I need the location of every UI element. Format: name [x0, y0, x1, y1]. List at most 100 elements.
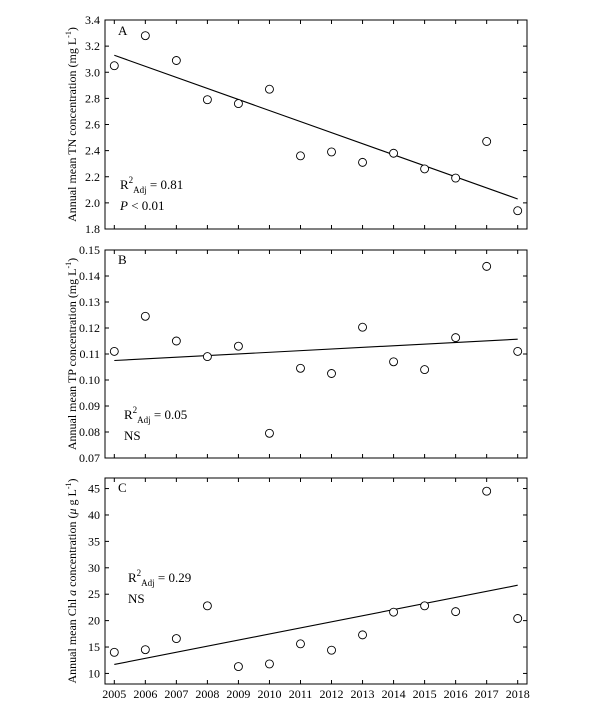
x-tick-label: 2013 — [351, 687, 375, 701]
r-squared-annotation: R2Adj = 0.81 — [120, 175, 183, 195]
x-tick-label: 2012 — [320, 687, 344, 701]
y-tick-label: 2.8 — [85, 91, 100, 105]
y-tick-label: 40 — [88, 508, 100, 522]
x-tick-label: 2008 — [195, 687, 219, 701]
data-point — [296, 151, 305, 161]
data-point — [358, 157, 367, 167]
y-tick-label: 2.0 — [85, 196, 100, 210]
data-point — [202, 352, 212, 362]
regression-line — [114, 338, 518, 362]
y-tick-label: 15 — [88, 640, 100, 654]
plot-frame — [104, 19, 528, 230]
data-point — [482, 486, 492, 496]
y-tick-label: 3.2 — [85, 39, 100, 53]
data-point — [171, 336, 181, 346]
x-tick-label: 2018 — [506, 687, 530, 701]
data-point — [482, 137, 492, 146]
data-point — [327, 147, 336, 157]
data-point — [171, 56, 181, 65]
data-point — [171, 634, 181, 644]
panel-label: B — [118, 252, 127, 267]
data-point — [109, 61, 119, 71]
r-squared-annotation: R2Adj = 0.29 — [128, 568, 191, 588]
regression-line — [114, 584, 518, 665]
y-tick-label: 1.8 — [85, 222, 100, 236]
data-point — [389, 357, 399, 367]
y-axis-label: Annual mean TN concentration (mg L-1) — [64, 27, 79, 222]
y-tick-label: 2.6 — [85, 118, 100, 132]
data-point — [513, 614, 523, 623]
plot-frame — [104, 477, 528, 685]
panel-C: 10 15 20 25 30 35 40 45 2005 2006 2007 2008 2009 2010… — [64, 477, 530, 701]
significance-annotation: NS — [128, 591, 145, 606]
data-point — [482, 261, 492, 271]
data-point — [420, 601, 430, 611]
data-point — [109, 647, 119, 657]
y-tick-label: 20 — [88, 614, 100, 628]
y-axis-label: Annual mean TP concentration (mg L-1) — [64, 258, 79, 450]
x-tick-label: 2006 — [133, 687, 157, 701]
y-tick-label: 2.2 — [85, 170, 100, 184]
data-point — [358, 630, 367, 640]
data-point — [233, 662, 243, 672]
y-tick-label: 0.10 — [79, 373, 100, 387]
data-point — [265, 84, 274, 94]
data-point — [140, 31, 150, 41]
y-tick-label: 0.14 — [79, 269, 100, 283]
panel-label: C — [118, 480, 127, 495]
data-point — [109, 346, 119, 356]
data-point — [202, 601, 212, 611]
data-point — [513, 346, 523, 356]
x-tick-label: 2017 — [475, 687, 499, 701]
y-tick-label: 3.0 — [85, 65, 100, 79]
regression-line — [114, 54, 518, 200]
plot-frame — [104, 249, 528, 459]
y-axis-label: Annual mean Chl a concentration (μ g L-1… — [64, 478, 79, 683]
data-point — [451, 333, 461, 343]
data-point — [451, 173, 461, 183]
y-tick-label: 0.13 — [79, 295, 100, 309]
y-tick-label: 0.07 — [79, 451, 100, 465]
y-tick-label: 0.11 — [79, 347, 100, 361]
x-tick-label: 2010 — [257, 687, 281, 701]
data-point — [327, 369, 336, 378]
y-tick-label: 30 — [88, 561, 100, 575]
x-tick-label: 2011 — [289, 687, 313, 701]
y-tick-label: 10 — [88, 666, 100, 680]
y-tick-label: 3.4 — [85, 13, 100, 27]
x-tick-label: 2016 — [444, 687, 468, 701]
data-point — [265, 659, 274, 669]
data-point — [327, 645, 336, 655]
data-point — [451, 607, 461, 617]
data-point — [233, 99, 243, 109]
y-tick-label: 0.08 — [79, 425, 100, 439]
y-tick-label: 0.15 — [79, 243, 100, 257]
x-tick-label: 2014 — [382, 687, 406, 701]
y-tick-label: 25 — [88, 587, 100, 601]
x-tick-label: 2005 — [102, 687, 126, 701]
significance-annotation: P < 0.01 — [119, 198, 165, 213]
data-point — [389, 607, 399, 617]
data-point — [296, 639, 305, 649]
y-tick-label: 45 — [88, 482, 100, 496]
data-point — [420, 365, 430, 375]
x-tick-label: 2007 — [164, 687, 188, 701]
data-point — [202, 95, 212, 105]
x-tick-label: 2009 — [226, 687, 250, 701]
data-point — [358, 322, 367, 332]
panel-B: 0.07 0.08 0.09 0.10 0.11 0.12 0.13 0.14 0.15 B R2A… — [64, 243, 528, 465]
data-point — [265, 428, 274, 438]
data-point — [140, 645, 150, 655]
data-point — [420, 164, 430, 174]
y-tick-label: 2.4 — [85, 144, 100, 158]
x-tick-label: 2015 — [413, 687, 437, 701]
data-point — [389, 148, 399, 158]
data-point — [233, 341, 243, 351]
y-tick-label: 0.09 — [79, 399, 100, 413]
y-tick-label: 0.12 — [79, 321, 100, 335]
r-squared-annotation: R2Adj = 0.05 — [124, 405, 187, 425]
panel-label: A — [118, 23, 128, 38]
panel-A: 1.8 2.0 2.2 2.4 2.6 2.8 3.0 3.2 3.4 A R2Adj = 0.81… — [64, 13, 528, 236]
y-tick-label: 35 — [88, 534, 100, 548]
